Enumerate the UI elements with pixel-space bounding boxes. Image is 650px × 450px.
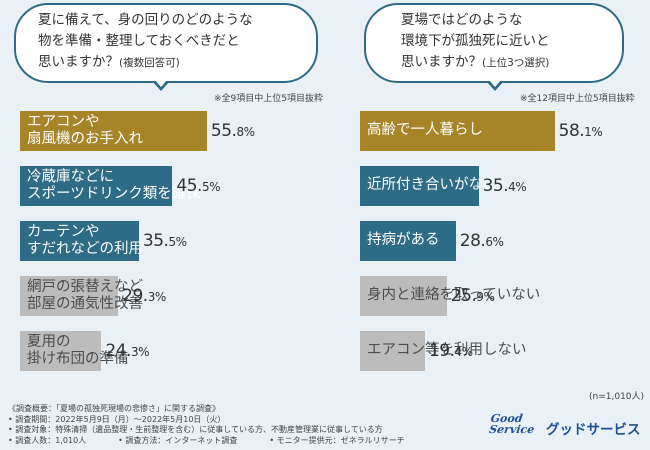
left-bar-label-2-line-2: スポーツドリンク類を確保 <box>27 186 201 202</box>
right-question-line-3: 思いますか？(上位3つ選択) <box>401 52 550 74</box>
left-bar-1: エアコンや 扇風機のお手入れ <box>20 111 207 151</box>
left-bar-label-1-line-1: エアコンや <box>27 114 100 130</box>
left-bar-label-5: 夏用の 掛け布団の準備 <box>27 334 129 368</box>
left-bar-label-1: エアコンや 扇風機のお手入れ <box>27 114 143 148</box>
left-question-note: (複数回答可) <box>119 57 180 69</box>
left-bar-2: 冷蔵庫などに スポーツドリンク類を確保 <box>20 166 201 206</box>
left-question-line-3-text: 思いますか？ <box>38 54 119 70</box>
left-bar-label-2: 冷蔵庫などに スポーツドリンク類を確保 <box>27 169 201 203</box>
right-bar-value-3: 28.6% <box>459 231 504 251</box>
right-question-note: (上位3つ選択) <box>482 57 550 69</box>
left-question-text: 夏に備えて、身の回りのどのような 物を準備・整理しておくべきだと 思いますか？(… <box>38 10 253 74</box>
left-bar-label-4-line-1: 網戸の張替えなど <box>27 279 143 295</box>
left-bar-label-4-line-2: 部屋の通気性改善 <box>27 296 143 312</box>
good-service-logo: Good Service <box>488 412 536 436</box>
left-question-line-3: 思いますか？(複数回答可) <box>38 52 253 74</box>
sample-size-note: (n=1,010人) <box>589 392 645 402</box>
right-question-text: 夏場ではどのような 環境下が孤独死に近いと 思いますか？(上位3つ選択) <box>401 10 550 74</box>
right-bar-label-1-line-1: 高齢で一人暮らし <box>367 122 483 138</box>
right-bar-1: 高齢で一人暮らし <box>360 111 555 151</box>
left-bar-label-3-line-2: すだれなどの利用 <box>27 241 143 257</box>
left-bar-label-4: 網戸の張替えなど 部屋の通気性改善 <box>27 279 143 313</box>
survey-summary: 《調査概要：「夏場の孤独死現場の悲惨さ」に関する調査》 • 調査期間：2022年… <box>8 404 405 446</box>
right-bar-label-4-line-1: 身内と連絡を取っていない <box>367 287 541 303</box>
left-bar-value-1: 55.8% <box>210 121 255 141</box>
right-bar-5: エアコン等を利用しない <box>360 331 527 371</box>
left-question-bubble: 夏に備えて、身の回りのどのような 物を準備・整理しておくべきだと 思いますか？(… <box>14 3 318 83</box>
left-question-line-2: 物を準備・整理しておくべきだと <box>38 33 240 49</box>
left-bar-label-3: カーテンや すだれなどの利用 <box>27 224 143 258</box>
left-bar-label-3-line-1: カーテンや <box>27 224 100 240</box>
right-bar-label-2-line-1: 近所付き合いがない <box>367 177 498 193</box>
right-bar-2: 近所付き合いがない <box>360 166 498 206</box>
right-bar-value-5: 19.4% <box>428 341 473 361</box>
left-bar-value-4: 29.3% <box>122 286 166 306</box>
left-bar-4: 網戸の張替えなど 部屋の通気性改善 <box>20 276 143 316</box>
left-bar-value-2: 45.5% <box>176 176 221 196</box>
logo-text-jp: グッドサービス <box>546 422 641 438</box>
left-bar-label-5-line-2: 掛け布団の準備 <box>27 351 129 367</box>
right-bar-label-1: 高齢で一人暮らし <box>367 122 483 139</box>
right-bar-value-4: 25.9% <box>450 286 495 306</box>
survey-summary-line-4: • 調査人数：1,010人 • 調査方法：インターネット調査 • モニター提供元… <box>8 435 405 445</box>
left-selection-note: ※全9項目中上位5項目抜粋 <box>214 94 323 104</box>
logo-text-service: Service <box>488 423 536 436</box>
survey-summary-line-2: • 調査期間：2022年5月9日（月）～2022年5月10日（火） <box>8 414 226 424</box>
right-bar-label-4: 身内と連絡を取っていない <box>367 287 540 304</box>
left-bar-value-3: 35.5% <box>142 231 187 251</box>
left-bubble-tail-inner <box>155 80 167 87</box>
right-question-line-1: 夏場ではどのような <box>401 12 523 28</box>
right-question-line-2: 環境下が孤独死に近いと <box>401 33 550 49</box>
left-bar-value-5: 24.3% <box>105 341 149 361</box>
right-bar-label-3: 持病がある <box>367 232 440 249</box>
right-bar-value-1: 58.1% <box>558 121 603 141</box>
right-bar-label-5: エアコン等を利用しない <box>367 342 527 359</box>
survey-summary-line-3: • 調査対象：特殊清掃（遺品整理・生前整理を含む）に従事している方、不動産管理業… <box>8 425 383 434</box>
left-bar-label-1-line-2: 扇風機のお手入れ <box>27 131 143 147</box>
left-question-line-1: 夏に備えて、身の回りのどのような <box>38 12 253 28</box>
right-bar-label-3-line-1: 持病がある <box>367 232 440 248</box>
right-bar-4: 身内と連絡を取っていない <box>360 276 540 316</box>
survey-summary-line-1: 《調査概要：「夏場の孤独死現場の悲惨さ」に関する調査》 <box>8 404 220 413</box>
right-bar-3: 持病がある <box>360 221 456 261</box>
right-bar-label-5-line-1: エアコン等を利用しない <box>367 342 527 358</box>
right-bubble-tail-inner <box>489 80 501 87</box>
right-selection-note: ※全12項目中上位5項目抜粋 <box>520 94 635 104</box>
right-bar-value-2: 35.4% <box>482 176 527 196</box>
right-question-bubble: 夏場ではどのような 環境下が孤独死に近いと 思いますか？(上位3つ選択) <box>364 3 624 83</box>
right-question-line-3-text: 思いますか？ <box>401 54 482 70</box>
right-bar-label-2: 近所付き合いがない <box>367 177 498 194</box>
left-bar-5: 夏用の 掛け布団の準備 <box>20 331 129 371</box>
left-bar-3: カーテンや すだれなどの利用 <box>20 221 143 261</box>
left-bar-label-2-line-1: 冷蔵庫などに <box>27 169 114 185</box>
left-bar-label-5-line-1: 夏用の <box>27 334 71 350</box>
